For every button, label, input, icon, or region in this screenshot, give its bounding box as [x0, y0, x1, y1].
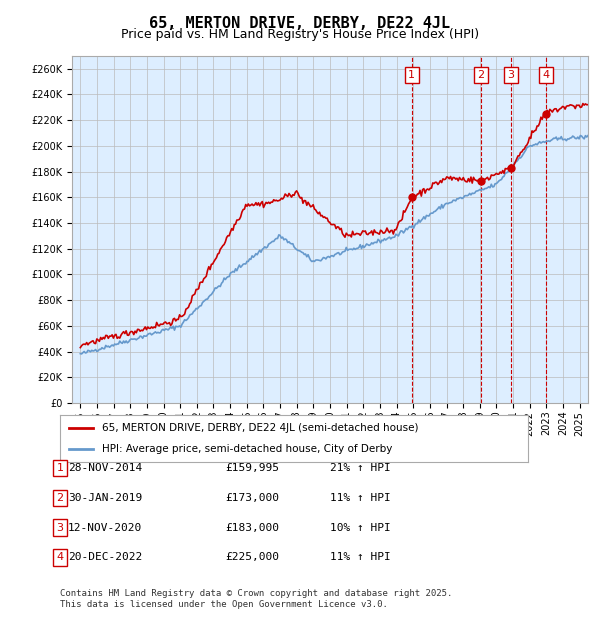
Text: 12-NOV-2020: 12-NOV-2020: [68, 523, 142, 533]
Text: 2: 2: [56, 493, 64, 503]
Text: £225,000: £225,000: [225, 552, 279, 562]
Text: 30-JAN-2019: 30-JAN-2019: [68, 493, 142, 503]
Text: 11% ↑ HPI: 11% ↑ HPI: [329, 552, 391, 562]
Text: £173,000: £173,000: [225, 493, 279, 503]
Text: 4: 4: [56, 552, 64, 562]
Text: 4: 4: [542, 70, 549, 80]
Text: 21% ↑ HPI: 21% ↑ HPI: [329, 463, 391, 473]
Text: 3: 3: [508, 70, 514, 80]
Text: 20-DEC-2022: 20-DEC-2022: [68, 552, 142, 562]
Text: Price paid vs. HM Land Registry's House Price Index (HPI): Price paid vs. HM Land Registry's House …: [121, 28, 479, 41]
Text: HPI: Average price, semi-detached house, City of Derby: HPI: Average price, semi-detached house,…: [102, 444, 392, 454]
Text: 28-NOV-2014: 28-NOV-2014: [68, 463, 142, 473]
Text: £159,995: £159,995: [225, 463, 279, 473]
Text: 2: 2: [478, 70, 485, 80]
Text: Contains HM Land Registry data © Crown copyright and database right 2025.
This d: Contains HM Land Registry data © Crown c…: [60, 590, 452, 609]
Text: 65, MERTON DRIVE, DERBY, DE22 4JL: 65, MERTON DRIVE, DERBY, DE22 4JL: [149, 16, 451, 30]
Text: 1: 1: [56, 463, 64, 473]
Text: £183,000: £183,000: [225, 523, 279, 533]
Text: 10% ↑ HPI: 10% ↑ HPI: [329, 523, 391, 533]
Text: 65, MERTON DRIVE, DERBY, DE22 4JL (semi-detached house): 65, MERTON DRIVE, DERBY, DE22 4JL (semi-…: [102, 423, 419, 433]
Text: 11% ↑ HPI: 11% ↑ HPI: [329, 493, 391, 503]
Text: 3: 3: [56, 523, 64, 533]
Text: 1: 1: [408, 70, 415, 80]
